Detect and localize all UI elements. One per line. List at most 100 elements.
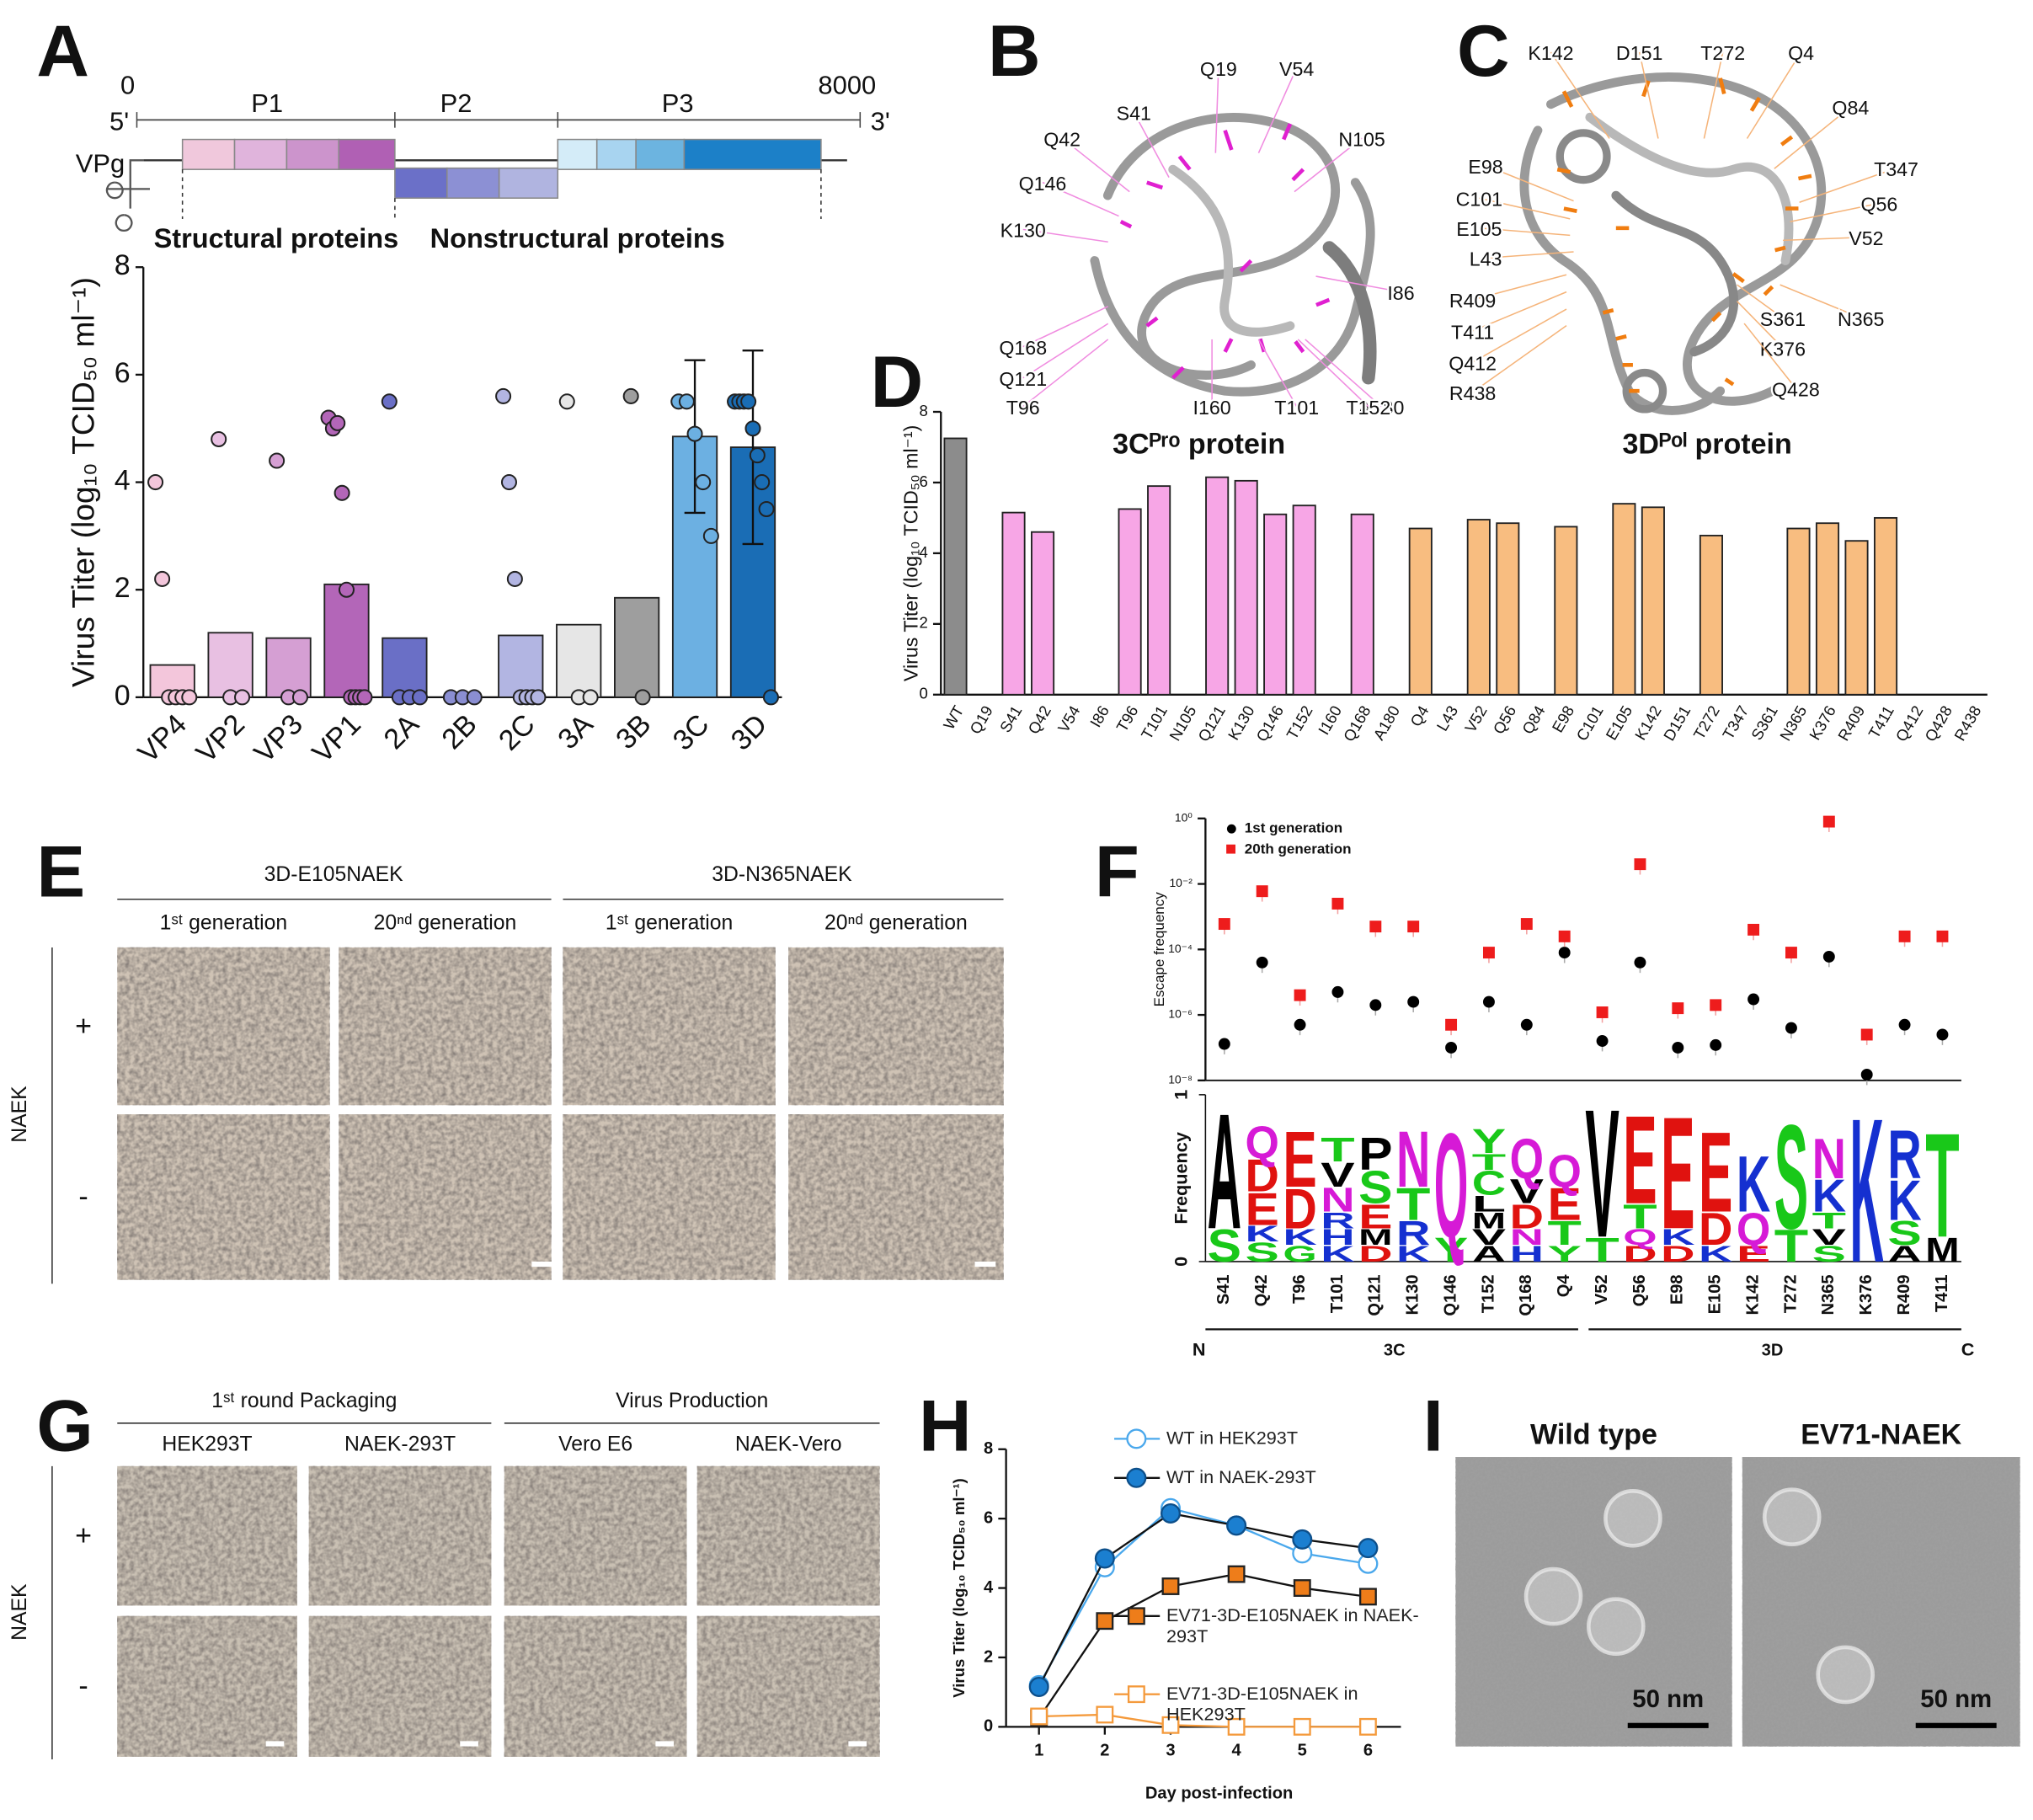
leader-line bbox=[1214, 67, 1219, 153]
logo-letter: D bbox=[1245, 1150, 1278, 1202]
terminal-label: C bbox=[1961, 1338, 1975, 1359]
column-label: HEK293T bbox=[162, 1433, 252, 1455]
micrograph-texture bbox=[696, 1465, 880, 1606]
leader-line bbox=[1479, 197, 1571, 220]
data-point bbox=[1445, 1018, 1458, 1031]
bar bbox=[1612, 503, 1636, 696]
logo-letter: V bbox=[1472, 1225, 1507, 1250]
residue-label: I160 bbox=[1193, 397, 1231, 419]
leader-line bbox=[1472, 324, 1567, 393]
residue-label: Q42 bbox=[1043, 128, 1081, 150]
scale-bar bbox=[974, 1261, 996, 1268]
helix bbox=[1555, 129, 1611, 184]
logo-letter: E bbox=[1283, 1113, 1316, 1204]
data-point bbox=[1710, 999, 1722, 1011]
data-point bbox=[1520, 918, 1533, 931]
ribbon bbox=[1102, 113, 1340, 380]
micrograph-texture bbox=[117, 1465, 297, 1606]
scale-bar bbox=[531, 1261, 553, 1268]
y-tick-label: 2 bbox=[984, 1647, 993, 1666]
x-tick-label: T101 bbox=[1328, 1274, 1347, 1313]
data-point bbox=[1358, 1538, 1379, 1559]
data-point bbox=[329, 414, 346, 431]
data-point bbox=[1358, 1588, 1377, 1606]
logo-letter: Q bbox=[1245, 1117, 1278, 1168]
micrograph-texture bbox=[117, 1114, 330, 1280]
logo-letter: Y bbox=[1548, 1241, 1582, 1267]
x-tick-label: Q168 bbox=[1517, 1274, 1535, 1316]
bar bbox=[1031, 531, 1055, 696]
data-point bbox=[530, 689, 547, 706]
data-point bbox=[1672, 1002, 1684, 1015]
logo-letter: K bbox=[1283, 1225, 1317, 1250]
y-tick-label: 4 bbox=[919, 543, 927, 561]
y-axis-label: Escape frequency bbox=[1151, 892, 1167, 1007]
leader-line bbox=[1485, 164, 1574, 202]
data-point bbox=[1292, 1529, 1313, 1550]
data-point bbox=[1482, 995, 1495, 1008]
data-point bbox=[744, 420, 761, 437]
leader-line bbox=[1638, 51, 1659, 139]
data-point bbox=[1482, 947, 1495, 959]
logo-letter: V bbox=[1585, 1070, 1619, 1276]
residue-label: T152 bbox=[1346, 397, 1390, 419]
x-tick-label: N105 bbox=[1166, 702, 1199, 744]
logo-letter: Q bbox=[1737, 1204, 1770, 1255]
data-point bbox=[1672, 1041, 1684, 1054]
residue-label: Q121 bbox=[999, 368, 1047, 390]
leader-line bbox=[1305, 339, 1382, 408]
residue-label: Q412 bbox=[1449, 352, 1497, 374]
data-point bbox=[1407, 995, 1420, 1008]
logo-letter: E bbox=[1623, 1090, 1657, 1230]
micrograph-texture bbox=[308, 1465, 492, 1606]
y-tick-label: 0 bbox=[115, 680, 131, 712]
data-point bbox=[1293, 1717, 1311, 1736]
logo-letter: A bbox=[1887, 1241, 1921, 1267]
leader-line bbox=[1790, 202, 1880, 222]
x-tick-label: K376 bbox=[1857, 1274, 1876, 1315]
logo-letter: Q bbox=[1548, 1145, 1582, 1197]
micrographs bbox=[117, 947, 2020, 1757]
x-tick-label: T101 bbox=[1138, 702, 1171, 742]
logo-letter: M bbox=[1358, 1225, 1392, 1250]
residue-label: T96 bbox=[1006, 397, 1040, 419]
row-label: - bbox=[78, 1670, 88, 1702]
logo-letter: N bbox=[1812, 1128, 1846, 1191]
data-point bbox=[1028, 1676, 1049, 1697]
genome-segment bbox=[557, 138, 598, 170]
genome-segment bbox=[683, 138, 822, 170]
data-point bbox=[1256, 956, 1268, 969]
leader-line bbox=[1550, 51, 1610, 139]
column-label: 1ˢᵗ generation bbox=[606, 911, 733, 934]
logo-letter: T bbox=[1396, 1178, 1431, 1230]
scale-start: 0 bbox=[120, 70, 135, 99]
data-point bbox=[1407, 921, 1420, 933]
x-tick-label: T272 bbox=[1781, 1274, 1800, 1313]
residue-label: T411 bbox=[1451, 321, 1494, 343]
scale-bar bbox=[655, 1741, 675, 1747]
x-tick-label: 3C bbox=[667, 708, 716, 757]
logo-letter: V bbox=[1321, 1156, 1355, 1194]
leader-line bbox=[1799, 167, 1897, 203]
genome-segment bbox=[595, 138, 637, 170]
x-tick-label: 6 bbox=[1363, 1741, 1373, 1759]
data-point bbox=[622, 387, 639, 404]
logo-letter: C bbox=[1472, 1165, 1506, 1203]
genome-segment bbox=[285, 138, 340, 170]
data-point bbox=[1898, 930, 1911, 942]
legend-marker bbox=[1226, 844, 1235, 854]
logo-letter: K bbox=[1850, 1075, 1884, 1305]
logo-letter: D bbox=[1510, 1198, 1544, 1236]
structure-title: 3Cᴾʳᵒ protein bbox=[1113, 429, 1285, 461]
residue-label: V52 bbox=[1849, 227, 1883, 249]
x-tick-label: 3D bbox=[725, 708, 774, 757]
leader-line bbox=[1022, 228, 1108, 243]
leader-line bbox=[1022, 323, 1109, 379]
data-point bbox=[1096, 1612, 1114, 1631]
logo-letter: E bbox=[1737, 1241, 1770, 1267]
leader-line bbox=[1472, 308, 1567, 363]
cloverleaf bbox=[105, 159, 150, 232]
x-tick-label: E98 bbox=[1668, 1274, 1687, 1305]
data-point bbox=[1936, 930, 1949, 942]
residue-label: Q84 bbox=[1832, 97, 1869, 119]
